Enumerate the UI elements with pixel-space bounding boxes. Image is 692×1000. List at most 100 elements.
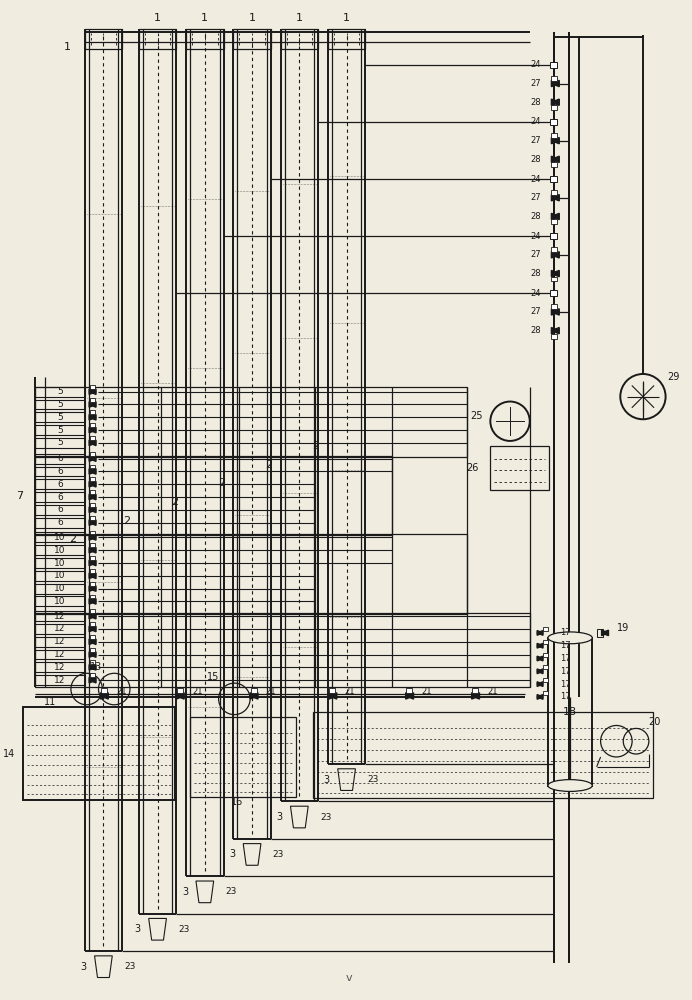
Text: 12: 12: [55, 637, 66, 646]
Polygon shape: [537, 682, 543, 686]
Polygon shape: [552, 252, 559, 258]
Bar: [35, 584, 84, 594]
Text: 2: 2: [123, 516, 131, 526]
Polygon shape: [552, 156, 559, 162]
Text: 26: 26: [466, 463, 479, 473]
Text: 17: 17: [560, 628, 570, 637]
Polygon shape: [537, 669, 543, 674]
Bar: [597, 629, 603, 637]
Bar: [90, 622, 95, 626]
Bar: [552, 219, 557, 224]
Bar: [35, 637, 84, 647]
Bar: [35, 412, 84, 422]
Text: 17: 17: [560, 654, 570, 663]
Bar: [90, 452, 95, 456]
Text: 3: 3: [80, 962, 86, 972]
Bar: [35, 558, 84, 568]
Bar: [552, 304, 557, 309]
Text: 28: 28: [530, 155, 540, 164]
Polygon shape: [552, 137, 559, 144]
Polygon shape: [89, 599, 96, 604]
Polygon shape: [89, 469, 96, 474]
Text: 28: 28: [530, 269, 540, 278]
Text: 24: 24: [530, 232, 540, 241]
Polygon shape: [89, 456, 96, 461]
Text: 10: 10: [55, 597, 66, 606]
Polygon shape: [552, 270, 559, 277]
Polygon shape: [552, 99, 559, 105]
Bar: [35, 479, 84, 489]
Polygon shape: [406, 693, 414, 699]
Text: 10: 10: [55, 533, 66, 542]
Text: 27: 27: [530, 250, 540, 259]
Polygon shape: [537, 695, 543, 699]
Bar: [552, 162, 557, 167]
Polygon shape: [89, 573, 96, 579]
Text: 21: 21: [487, 687, 498, 696]
Text: 23: 23: [124, 962, 136, 971]
Text: 24: 24: [530, 289, 540, 298]
Polygon shape: [552, 270, 559, 277]
Bar: [233, 29, 271, 49]
Text: 21: 21: [266, 687, 276, 696]
Bar: [550, 176, 557, 182]
Polygon shape: [100, 693, 109, 699]
Polygon shape: [89, 665, 96, 670]
Text: 12: 12: [55, 612, 66, 621]
Text: 10: 10: [55, 571, 66, 580]
Text: 23: 23: [320, 813, 331, 822]
Bar: [90, 477, 95, 481]
Text: 23: 23: [273, 850, 284, 859]
Polygon shape: [89, 481, 96, 487]
Bar: [35, 467, 84, 476]
Bar: [313, 712, 653, 798]
Text: 25: 25: [470, 411, 482, 421]
Polygon shape: [89, 652, 96, 657]
Bar: [35, 532, 84, 542]
Polygon shape: [89, 389, 96, 394]
Polygon shape: [89, 613, 96, 619]
Bar: [35, 518, 84, 528]
Text: 13: 13: [91, 662, 102, 672]
Text: 1: 1: [201, 13, 208, 23]
Bar: [35, 505, 84, 515]
Text: 3: 3: [324, 775, 330, 785]
Polygon shape: [89, 415, 96, 420]
Polygon shape: [89, 677, 96, 683]
Polygon shape: [89, 639, 96, 645]
Polygon shape: [89, 652, 96, 657]
Bar: [101, 688, 107, 693]
Bar: [35, 400, 84, 409]
Bar: [35, 534, 466, 614]
Bar: [90, 490, 95, 494]
Polygon shape: [176, 693, 184, 699]
Text: 3: 3: [135, 924, 141, 934]
Text: 5: 5: [57, 400, 63, 409]
Text: 10: 10: [55, 546, 66, 555]
Bar: [90, 423, 95, 427]
Text: 23: 23: [367, 775, 379, 784]
Bar: [35, 492, 84, 502]
Polygon shape: [89, 535, 96, 540]
Text: 6: 6: [57, 518, 63, 527]
Polygon shape: [472, 693, 480, 699]
Polygon shape: [89, 547, 96, 553]
Polygon shape: [89, 599, 96, 604]
Text: 21: 21: [345, 687, 355, 696]
Polygon shape: [552, 213, 559, 220]
Polygon shape: [537, 643, 543, 648]
Polygon shape: [552, 156, 559, 162]
Bar: [35, 650, 84, 659]
Text: 17: 17: [560, 667, 570, 676]
Bar: [90, 556, 95, 560]
Bar: [90, 398, 95, 402]
Bar: [328, 29, 365, 49]
Text: 12: 12: [55, 650, 66, 659]
Bar: [90, 660, 95, 664]
Bar: [543, 665, 548, 669]
Bar: [35, 425, 84, 435]
Polygon shape: [552, 195, 559, 201]
Text: 10: 10: [55, 559, 66, 568]
Text: 3: 3: [182, 887, 188, 897]
Text: 21: 21: [116, 687, 127, 696]
